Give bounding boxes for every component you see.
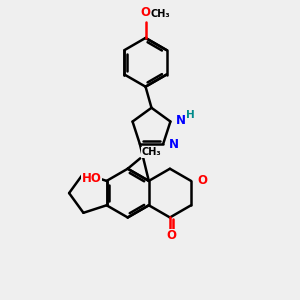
Text: H: H (186, 110, 195, 120)
Text: CH₃: CH₃ (141, 147, 161, 157)
Text: CH₃: CH₃ (151, 9, 170, 19)
Text: O: O (166, 230, 176, 242)
Text: N: N (176, 114, 186, 127)
Text: HO: HO (81, 172, 101, 185)
Text: O: O (198, 174, 208, 188)
Text: O: O (140, 6, 151, 19)
Text: N: N (169, 138, 179, 151)
